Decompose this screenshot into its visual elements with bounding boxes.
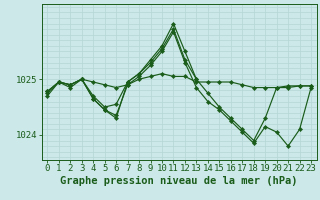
X-axis label: Graphe pression niveau de la mer (hPa): Graphe pression niveau de la mer (hPa) [60,176,298,186]
